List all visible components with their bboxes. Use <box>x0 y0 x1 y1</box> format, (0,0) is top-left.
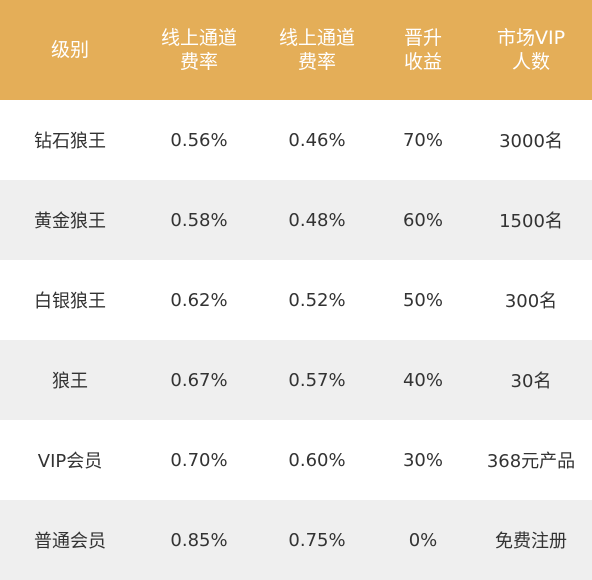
cell-vip-count: 免费注册 <box>495 531 567 552</box>
cell-vip-count: 3000名 <box>499 131 563 152</box>
cell-promotion: 60% <box>402 209 443 231</box>
cell-level: 钻石狼王 <box>34 131 106 152</box>
cell-rate-2: 0.52% <box>288 289 346 311</box>
table-row: 白银狼王 0.62% 0.52% 50% 300名 <box>0 260 592 340</box>
table-row: 钻石狼王 0.56% 0.46% 70% 3000名 <box>0 100 592 180</box>
table-header-row: 级别 线上通道 费率 线上通道 费率 晋升 收益 市场VIP 人数 <box>0 0 592 100</box>
cell-promotion: 30% <box>402 449 443 471</box>
cell-promotion: 70% <box>402 129 443 151</box>
cell-rate-1: 0.62% <box>170 289 228 311</box>
cell-level: 普通会员 <box>34 531 106 552</box>
cell-promotion: 50% <box>402 289 443 311</box>
cell-rate-1: 0.58% <box>170 209 228 231</box>
cell-level: 狼王 <box>52 371 88 392</box>
cell-rate-1: 0.67% <box>170 369 228 391</box>
cell-vip-count: 300名 <box>504 291 558 312</box>
cell-promotion: 0% <box>408 529 438 551</box>
table-row: VIP会员 0.70% 0.60% 30% 368元产品 <box>0 420 592 500</box>
header-online-rate-1: 线上通道 费率 <box>160 27 237 73</box>
cell-rate-1: 0.56% <box>170 129 228 151</box>
header-market-vip-count: 市场VIP 人数 <box>496 27 566 73</box>
cell-level: 白银狼王 <box>34 291 106 312</box>
cell-level: VIP会员 <box>37 451 103 472</box>
cell-rate-2: 0.46% <box>288 129 346 151</box>
cell-vip-count: 368元产品 <box>486 451 576 472</box>
cell-promotion: 40% <box>402 369 443 391</box>
cell-rate-2: 0.60% <box>288 449 346 471</box>
table-row: 黄金狼王 0.58% 0.48% 60% 1500名 <box>0 180 592 260</box>
table-row: 普通会员 0.85% 0.75% 0% 免费注册 <box>0 500 592 580</box>
cell-rate-2: 0.57% <box>288 369 346 391</box>
cell-vip-count: 30名 <box>510 371 552 392</box>
header-promotion-income: 晋升 收益 <box>403 27 442 73</box>
cell-level: 黄金狼王 <box>34 211 106 232</box>
cell-rate-1: 0.70% <box>170 449 228 471</box>
cell-rate-2: 0.75% <box>288 529 346 551</box>
header-level: 级别 <box>50 39 89 61</box>
cell-rate-1: 0.85% <box>170 529 228 551</box>
cell-vip-count: 1500名 <box>499 211 563 232</box>
cell-rate-2: 0.48% <box>288 209 346 231</box>
table-row: 狼王 0.67% 0.57% 40% 30名 <box>0 340 592 420</box>
header-online-rate-2: 线上通道 费率 <box>278 27 355 73</box>
